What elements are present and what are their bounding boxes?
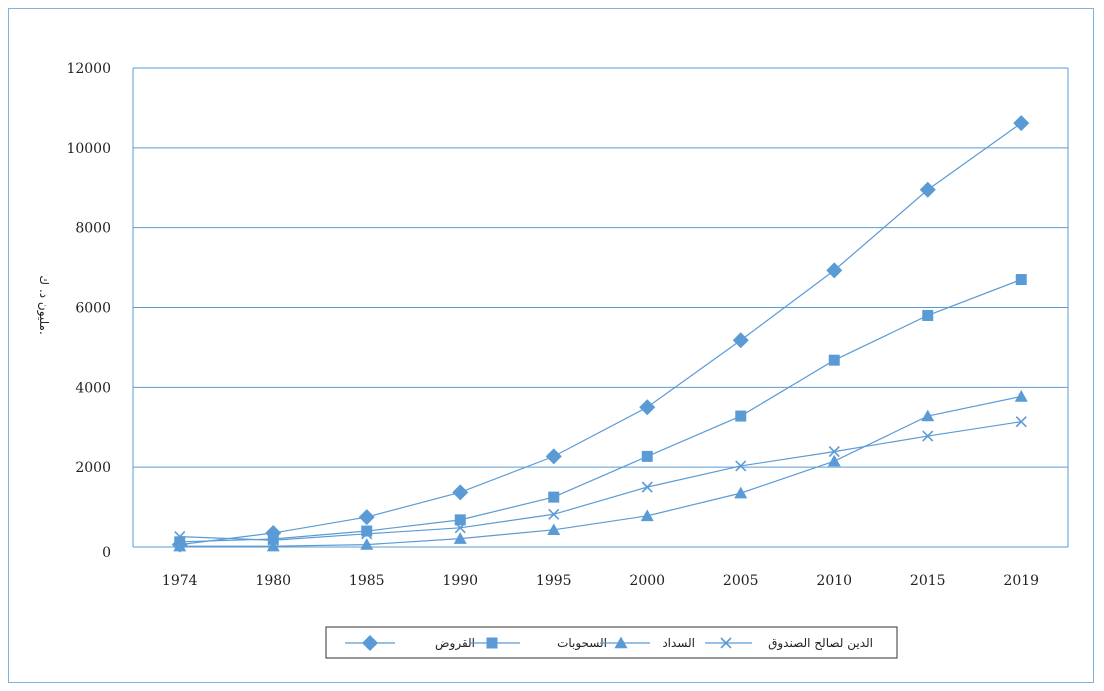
series-line: [179, 278, 1022, 543]
x-mark-stroke: [174, 531, 186, 543]
data-point: [453, 532, 467, 544]
x-tick-label: 1985: [349, 573, 385, 589]
x-tick-label: 1980: [255, 573, 291, 589]
data-point: [454, 522, 466, 534]
x-mark-stroke: [267, 534, 279, 546]
x-mark-stroke: [735, 460, 747, 472]
legend-label: القروض: [435, 636, 475, 651]
gridlines: [133, 67, 1068, 468]
y-tick-label: 0: [102, 545, 111, 561]
x-mark-stroke: [828, 446, 840, 458]
data-point: [361, 528, 373, 540]
legend-label: الدين لصالح الصندوق: [768, 636, 873, 651]
x-axis-ticks: 1974 1980 1985 1990 1995 2000 2005 2010 2015 2019: [162, 573, 1039, 589]
data-point: [735, 460, 747, 472]
x-mark-stroke: [361, 528, 373, 540]
legend-entry: السحوبات: [470, 636, 607, 651]
series-line: [179, 122, 1022, 546]
data-point: [360, 538, 374, 550]
data-point: [919, 181, 936, 198]
data-point: [361, 525, 373, 537]
data-point: [174, 531, 186, 543]
axes: [132, 67, 1069, 548]
legend-label: السداد: [662, 636, 695, 650]
data-point: [547, 523, 561, 536]
x-tick-label: 2005: [723, 573, 759, 589]
y-axis-ticks: 0 2000 4000 6000 8000 10000 12000: [66, 61, 111, 561]
x-mark-stroke: [548, 508, 560, 520]
x-tick-label: 2000: [629, 573, 665, 589]
y-tick-label: 2000: [75, 460, 111, 476]
x-mark-stroke: [454, 522, 466, 534]
data-point: [267, 533, 279, 545]
legend-entry: السداد: [600, 636, 695, 650]
x-tick-label: 1995: [536, 573, 572, 589]
y-tick-label: 8000: [75, 221, 111, 237]
data-point: [548, 491, 560, 503]
series-line: [179, 421, 1022, 541]
legend-entry: الدين لصالح الصندوق: [705, 636, 873, 651]
legend-marker: [362, 635, 378, 651]
data-point: [641, 450, 653, 462]
data-point: [545, 448, 562, 465]
y-tick-label: 12000: [66, 61, 111, 77]
data-point: [732, 332, 749, 349]
data-point: [827, 454, 841, 467]
y-tick-label: 10000: [66, 141, 111, 157]
x-tick-label: 2019: [1003, 573, 1039, 589]
data-point: [266, 539, 280, 552]
series-line: [179, 395, 1022, 547]
data-point: [922, 309, 934, 321]
series: [171, 115, 1030, 553]
x-tick-label: 2010: [816, 573, 852, 589]
data-point: [1013, 115, 1030, 132]
y-tick-label: 6000: [75, 301, 111, 317]
data-point: [641, 481, 653, 493]
data-point: [640, 509, 654, 522]
chart-frame: [8, 8, 1094, 683]
series-diamond: [171, 115, 1030, 553]
data-point: [548, 508, 560, 520]
data-point: [735, 410, 747, 422]
x-mark-stroke: [720, 637, 732, 649]
x-tick-label: 1974: [162, 573, 198, 589]
data-point: [454, 514, 466, 526]
series-x: [174, 416, 1027, 546]
data-point: [734, 486, 748, 499]
x-tick-label: 1990: [442, 573, 478, 589]
y-axis-label: مليون د. ك.: [36, 275, 51, 335]
data-point: [828, 446, 840, 458]
series-square: [174, 274, 1027, 548]
legend-entry: القروض: [345, 635, 475, 651]
legend: القروض السحوبات السداد الدين لصالح الصندوق: [325, 626, 898, 659]
data-point: [267, 534, 279, 546]
data-point: [173, 539, 187, 552]
legend-marker: [720, 637, 732, 649]
data-point: [1014, 390, 1028, 402]
x-mark-stroke: [641, 481, 653, 493]
legend-label: السحوبات: [557, 636, 607, 651]
data-point: [922, 430, 934, 442]
data-point: [358, 509, 375, 526]
data-point: [1015, 416, 1027, 428]
legend-marker: [486, 637, 498, 649]
x-mark-stroke: [1015, 416, 1027, 428]
series-triangle: [173, 390, 1028, 552]
data-point: [828, 354, 840, 366]
data-point: [639, 399, 656, 416]
data-point: [921, 409, 935, 422]
data-point: [826, 262, 843, 279]
y-tick-label: 4000: [75, 380, 111, 396]
x-mark-stroke: [922, 430, 934, 442]
data-point: [1015, 274, 1027, 286]
legend-marker: [614, 636, 628, 649]
data-point: [452, 484, 469, 501]
x-tick-label: 2015: [910, 573, 946, 589]
